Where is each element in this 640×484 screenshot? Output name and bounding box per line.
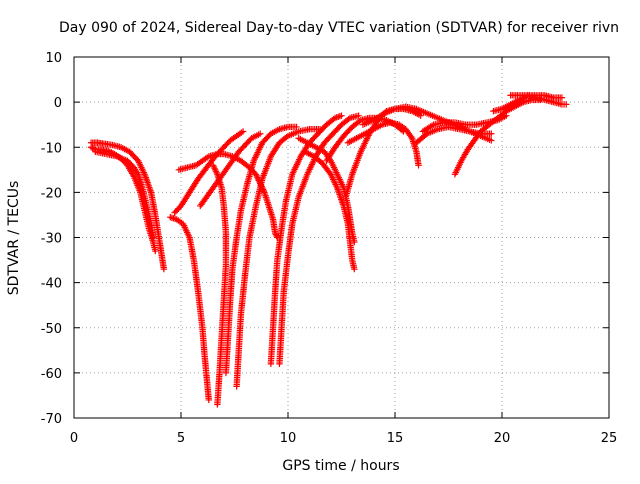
data-point bbox=[415, 162, 422, 169]
series-track-10 bbox=[233, 126, 324, 390]
data-point bbox=[271, 229, 279, 237]
series-track-21 bbox=[451, 96, 544, 178]
chart-title: Day 090 of 2024, Sidereal Day-to-day VTE… bbox=[59, 20, 619, 36]
y-tick-label: -50 bbox=[41, 322, 62, 337]
data-point bbox=[90, 145, 98, 152]
x-tick-label: 5 bbox=[177, 431, 185, 446]
series-track-08 bbox=[171, 128, 247, 216]
data-point bbox=[260, 187, 267, 195]
data-point bbox=[272, 231, 280, 238]
y-tick-label: -40 bbox=[41, 277, 62, 292]
data-point bbox=[355, 112, 362, 119]
data-point bbox=[379, 111, 386, 118]
data-point bbox=[488, 130, 495, 137]
x-tick-label: 25 bbox=[601, 431, 618, 446]
y-tick-label: -10 bbox=[41, 141, 62, 156]
data-point bbox=[160, 265, 168, 273]
data-point bbox=[149, 234, 157, 241]
series-track-15 bbox=[344, 119, 422, 169]
x-tick-label: 15 bbox=[387, 431, 404, 446]
series-track-19 bbox=[413, 123, 495, 146]
y-axis-label: SDTVAR / TECUs bbox=[6, 181, 22, 296]
data-point bbox=[210, 163, 218, 171]
data-point bbox=[213, 169, 220, 177]
x-tick-label: 20 bbox=[494, 431, 511, 446]
series-track-14 bbox=[301, 148, 358, 273]
series-track-11 bbox=[267, 112, 345, 368]
series-track-23 bbox=[507, 92, 570, 108]
axis-ticks: 0 5 10 15 20 25 10 0 -10 -20 -30 -40 -50 -60 -70 bbox=[41, 51, 618, 446]
data-point bbox=[563, 101, 570, 108]
data-point bbox=[252, 171, 260, 178]
data-point bbox=[239, 128, 247, 135]
series-track-02 bbox=[87, 139, 168, 273]
series-track-07 bbox=[209, 162, 230, 408]
data-point bbox=[428, 122, 436, 129]
series-track-04 bbox=[167, 213, 213, 404]
y-tick-label: -30 bbox=[41, 232, 62, 247]
data-point bbox=[205, 396, 213, 404]
y-tick-label: -70 bbox=[41, 412, 62, 427]
data-point bbox=[351, 265, 358, 273]
data-point bbox=[417, 112, 424, 119]
data-point bbox=[488, 137, 495, 144]
data-point bbox=[211, 165, 218, 172]
y-tick-label: -60 bbox=[41, 367, 62, 382]
y-tick-label: 10 bbox=[45, 51, 62, 66]
data-point bbox=[214, 401, 221, 408]
data-point bbox=[558, 94, 566, 101]
x-axis-label: GPS time / hours bbox=[282, 458, 399, 474]
x-tick-label: 0 bbox=[70, 431, 78, 446]
data-point bbox=[253, 172, 260, 180]
data-point bbox=[283, 133, 290, 141]
series-track-09 bbox=[222, 123, 300, 377]
data-point bbox=[212, 166, 219, 174]
data-point bbox=[152, 247, 159, 255]
data-point bbox=[254, 174, 261, 181]
data-point bbox=[398, 127, 406, 134]
data-point bbox=[338, 112, 345, 119]
y-tick-label: -20 bbox=[41, 186, 62, 201]
data-point bbox=[256, 130, 264, 137]
data-point bbox=[400, 128, 407, 135]
data-point bbox=[212, 168, 220, 175]
x-tick-label: 10 bbox=[280, 431, 297, 446]
y-tick-label: 0 bbox=[54, 96, 62, 111]
data-points bbox=[87, 92, 570, 408]
series-track-03 bbox=[92, 148, 157, 241]
